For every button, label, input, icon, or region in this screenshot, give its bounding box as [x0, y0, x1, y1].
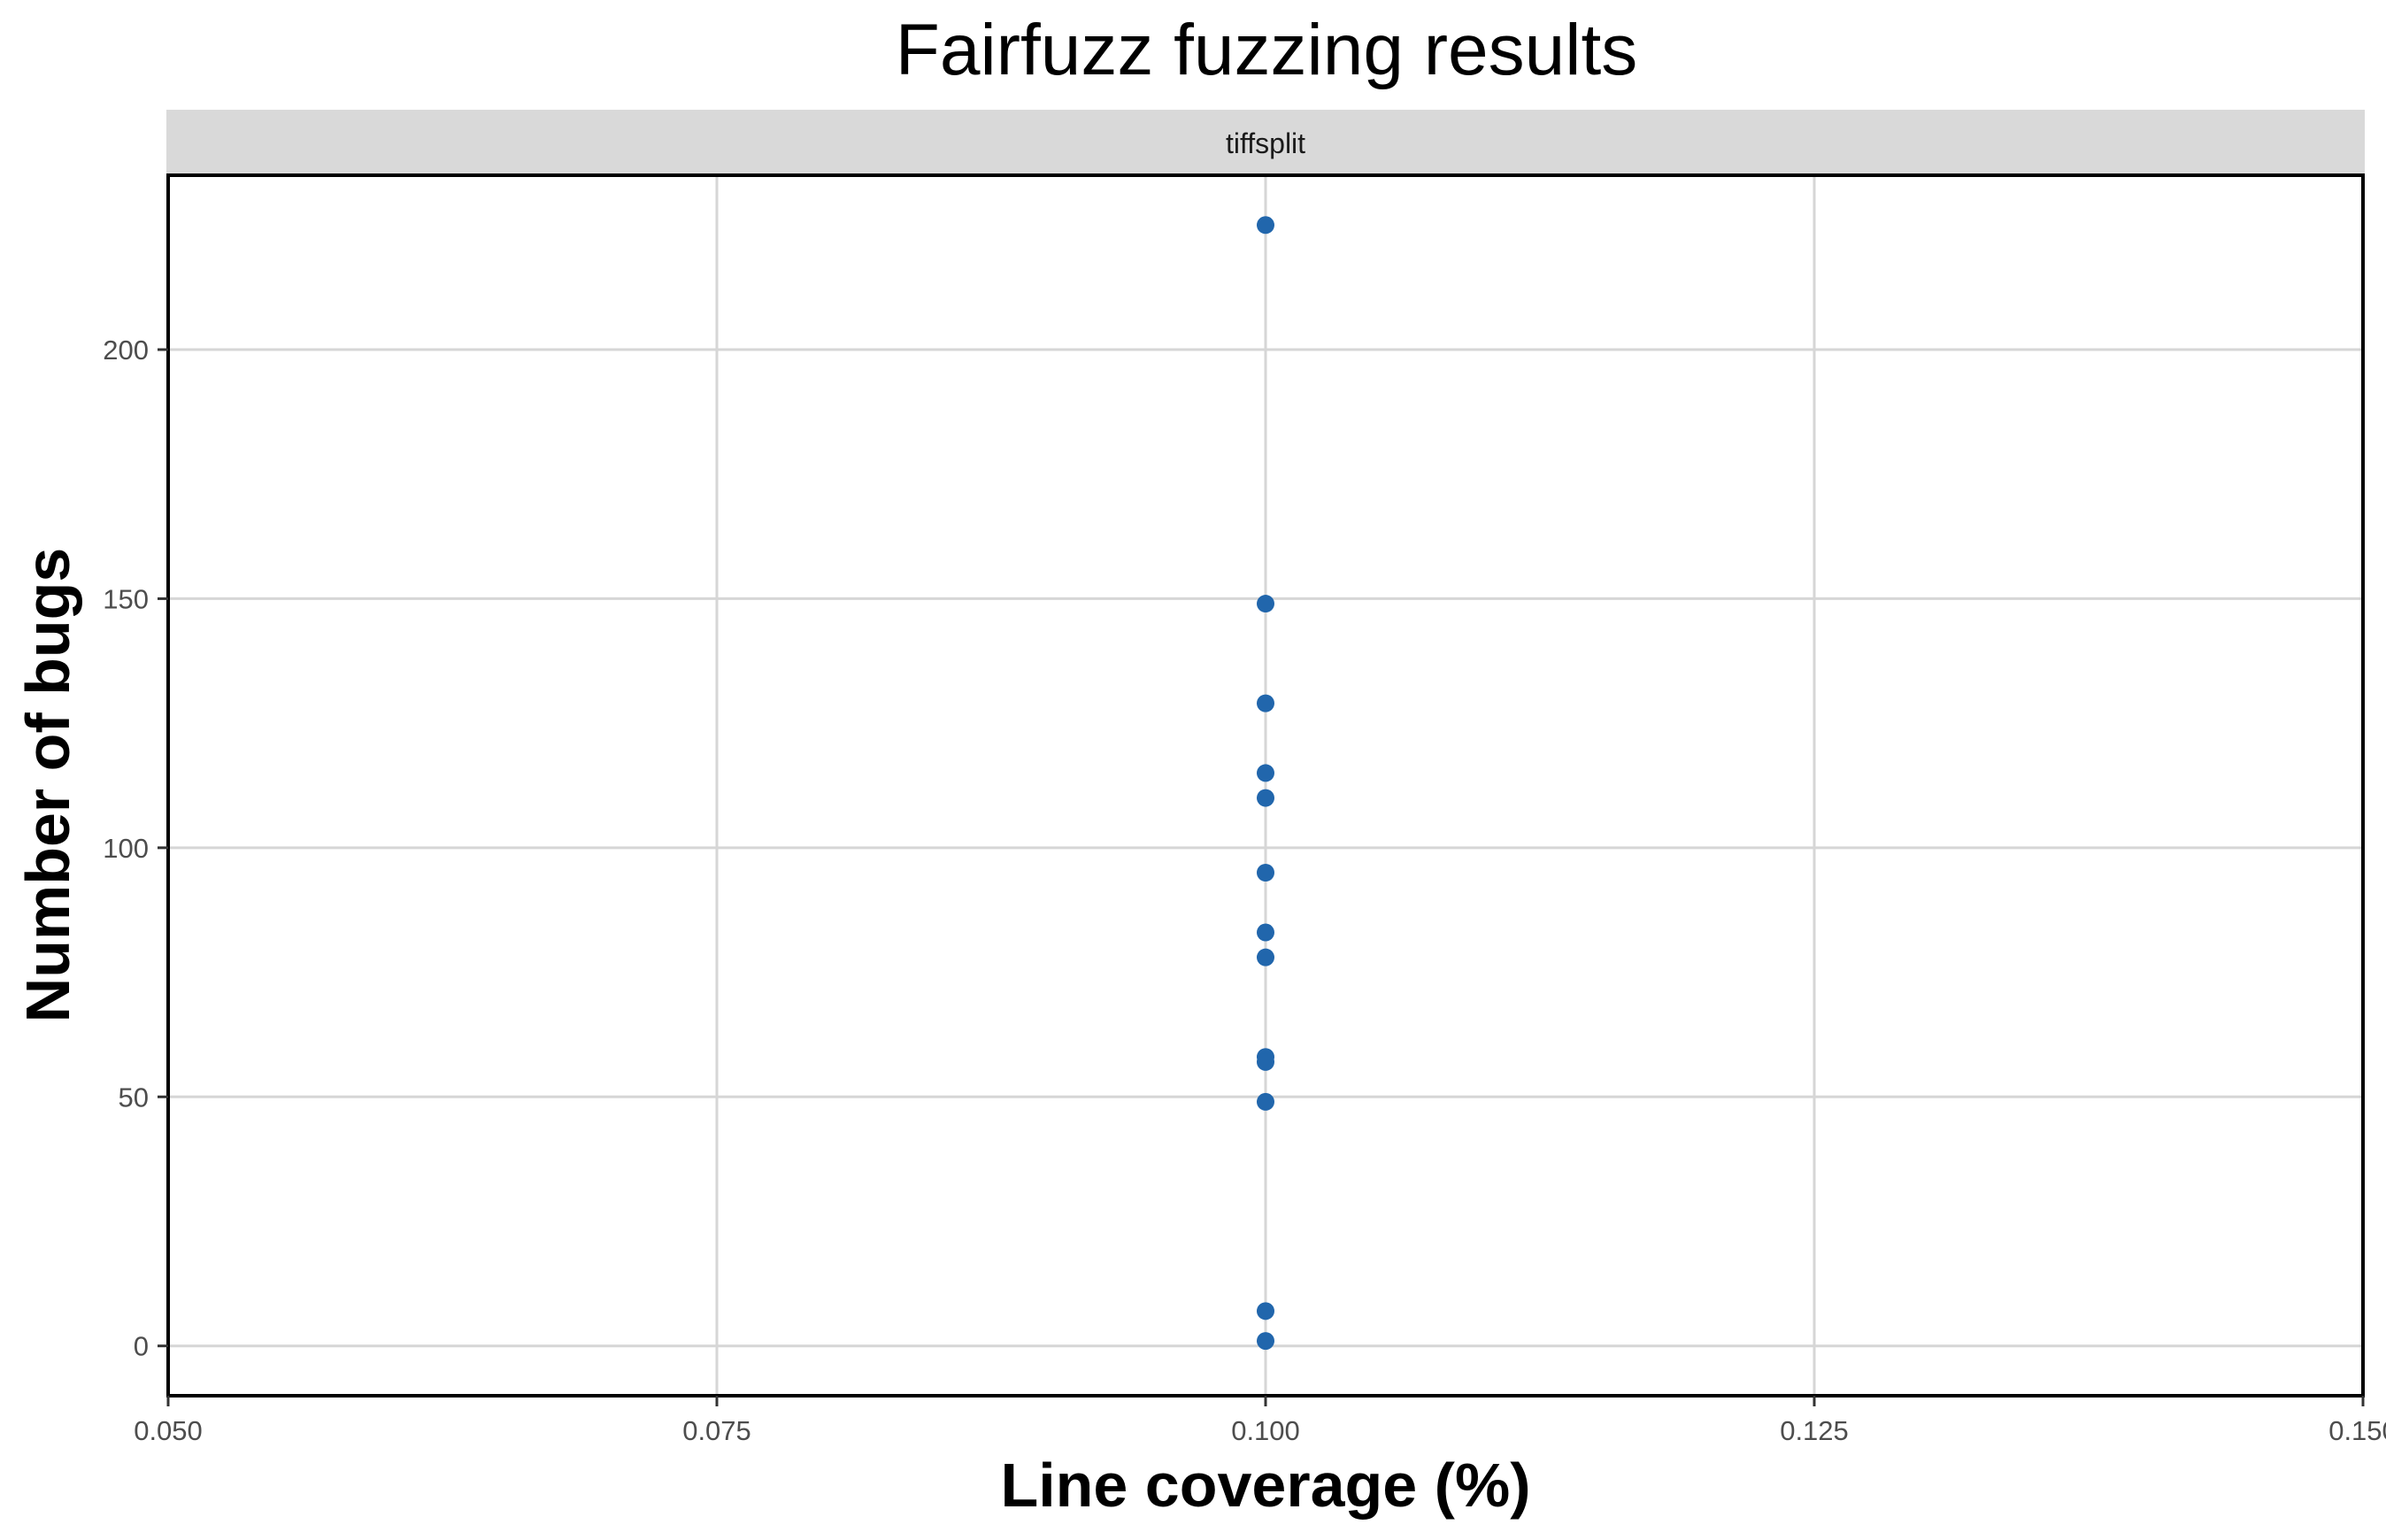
- grid-lines: [166, 175, 2365, 1396]
- data-point: [1257, 948, 1274, 966]
- x-tick-label: 0.050: [134, 1415, 203, 1446]
- y-tick-label: 100: [103, 833, 149, 864]
- x-axis-title: Line coverage (%): [1000, 1451, 1530, 1520]
- data-point: [1257, 923, 1274, 942]
- x-tick-label: 0.075: [682, 1415, 751, 1446]
- data-point: [1257, 216, 1274, 235]
- data-point: [1257, 1332, 1274, 1351]
- data-point: [1257, 694, 1274, 712]
- y-tick-label: 200: [103, 335, 149, 366]
- y-tick-label: 50: [119, 1082, 149, 1113]
- y-axis-title: Number of bugs: [13, 548, 82, 1023]
- data-point: [1257, 789, 1274, 807]
- x-tick-labels: 0.050 0.075 0.100 0.125 0.150: [134, 1415, 2386, 1446]
- y-tick-label: 150: [103, 583, 149, 614]
- data-point: [1257, 864, 1274, 882]
- facet-strip: [166, 110, 2365, 175]
- data-point: [1257, 1052, 1274, 1071]
- y-tick-label: 0: [134, 1331, 149, 1362]
- data-point: [1257, 764, 1274, 782]
- x-tick-label: 0.150: [2328, 1415, 2386, 1446]
- data-point: [1257, 1092, 1274, 1111]
- y-tick-labels: 0 50 100 150 200: [103, 335, 149, 1362]
- chart-title: Fairfuzz fuzzing results: [896, 10, 1638, 90]
- data-points: [1257, 216, 1274, 1351]
- facet-label: tiffsplit: [1226, 127, 1305, 159]
- x-tick-label: 0.125: [1780, 1415, 1849, 1446]
- x-tick-label: 0.100: [1231, 1415, 1300, 1446]
- data-point: [1257, 595, 1274, 613]
- axis-ticks: [158, 348, 2365, 1406]
- data-point: [1257, 1302, 1274, 1321]
